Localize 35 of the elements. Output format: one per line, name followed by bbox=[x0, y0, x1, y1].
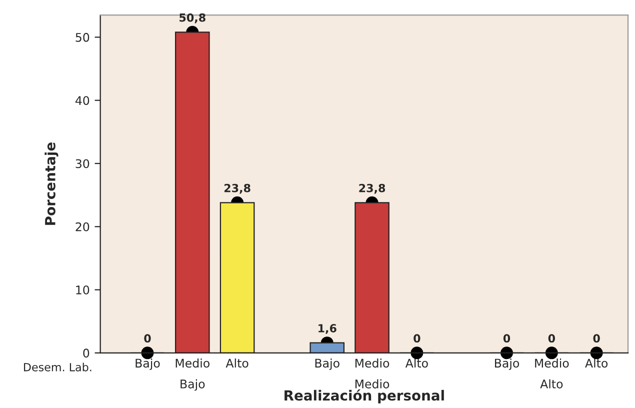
data-label: 23,8 bbox=[224, 184, 250, 194]
text: Desem. Lab. bbox=[24, 362, 92, 372]
data-label: 0 bbox=[503, 334, 510, 343]
x-tick-label: Medio bbox=[535, 358, 569, 368]
x-axis-title: Realización personal bbox=[284, 389, 444, 404]
x-tick-label: Alto bbox=[585, 358, 608, 368]
x-tick-label: Medio bbox=[176, 358, 210, 368]
text: Medio bbox=[355, 379, 390, 388]
y-tick-label: 40 bbox=[75, 96, 90, 105]
x-tick-label: Bajo bbox=[495, 358, 520, 370]
data-label: 50,8 bbox=[180, 13, 206, 24]
point bbox=[141, 346, 154, 360]
x-tick-label: Alto bbox=[226, 358, 248, 368]
data-label: 0 bbox=[144, 334, 151, 343]
y-tick-label: 10 bbox=[76, 286, 90, 294]
text: Bajo bbox=[180, 379, 205, 391]
x-tick-label: Bajo bbox=[315, 358, 340, 370]
x-tick-label: Medio bbox=[355, 358, 390, 368]
point bbox=[590, 346, 603, 360]
y-axis-title: Porcentaje bbox=[44, 142, 58, 225]
data-label: 0 bbox=[593, 334, 600, 343]
data-label: 0 bbox=[414, 334, 420, 343]
x-tick-label: Bajo bbox=[136, 358, 160, 370]
x-tick-label: Alto bbox=[405, 358, 428, 368]
point bbox=[410, 346, 424, 360]
y-tick-label: 20 bbox=[76, 222, 90, 232]
y-tick-label: 50 bbox=[76, 32, 90, 42]
point bbox=[500, 346, 514, 360]
data-label: 0 bbox=[548, 334, 556, 343]
data-label: 1,6 bbox=[318, 324, 336, 334]
y-tick-label: 0 bbox=[83, 348, 90, 358]
data-label: 23,8 bbox=[359, 184, 386, 194]
y-tick-label: 30 bbox=[76, 159, 90, 168]
text: Alto bbox=[540, 379, 563, 388]
point bbox=[545, 346, 558, 360]
